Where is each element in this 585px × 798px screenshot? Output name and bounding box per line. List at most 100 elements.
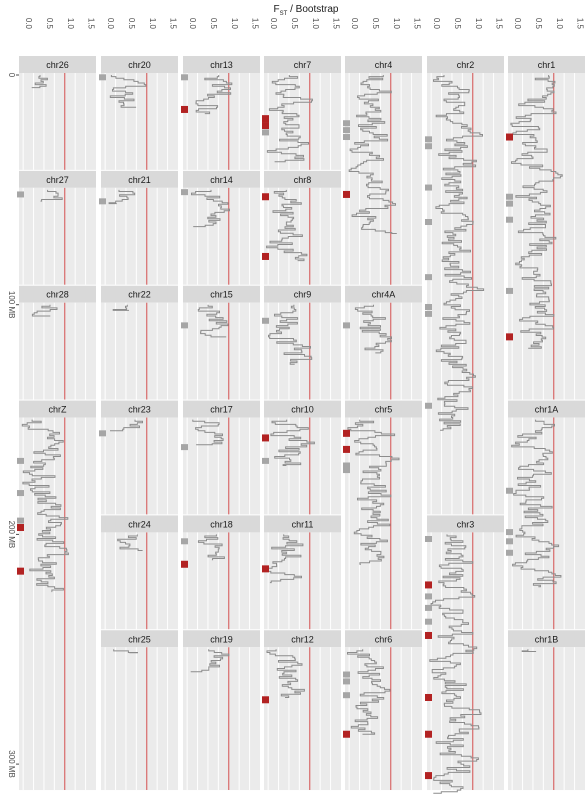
panel-strip — [101, 630, 178, 648]
panel-label: chr6 — [375, 634, 393, 644]
panel-strip — [19, 400, 96, 418]
y-tick-value: 300 — [7, 750, 16, 764]
marker-low — [425, 310, 432, 317]
panel-label: chr4 — [375, 60, 393, 70]
panel-background — [19, 417, 96, 791]
marker-low — [343, 127, 350, 134]
y-tick-value: 200 — [7, 521, 16, 535]
panel-label: chr11 — [292, 519, 314, 529]
panel-label: chr26 — [46, 60, 69, 70]
marker-high — [17, 524, 24, 532]
panel-chr4A: chr4A — [345, 285, 422, 400]
y-tick-unit: MB — [7, 536, 16, 548]
x-tick-label: 1.5 — [87, 18, 96, 30]
fst-trace — [108, 189, 136, 205]
panel-chr27: chr27 — [19, 170, 96, 285]
panel-chr26: chr26 — [19, 56, 96, 170]
fst-trace — [266, 189, 308, 262]
fst-trace — [429, 534, 482, 794]
marker-low — [99, 430, 106, 437]
panel-chr5: chr5 — [345, 400, 422, 630]
panel-strip — [264, 515, 341, 533]
marker-low — [506, 216, 513, 223]
marker-high — [343, 429, 350, 437]
panel-background — [183, 73, 260, 170]
panel-strip — [264, 285, 341, 303]
chart-title: FST / Bootstrap — [274, 4, 339, 17]
marker-low — [506, 549, 513, 556]
marker-low — [343, 322, 350, 329]
panel-chrZ: chrZ — [19, 400, 96, 791]
panel-strip — [508, 400, 585, 418]
panel-strip — [19, 170, 96, 188]
panel-chr18: chr18 — [183, 515, 260, 630]
fst-trace — [510, 75, 563, 349]
panel-chr6: chr6 — [345, 630, 422, 791]
panel-strip — [183, 285, 260, 303]
marker-high — [425, 631, 432, 639]
x-tick-label: 0.0 — [24, 18, 33, 30]
panel-label: chr15 — [210, 290, 233, 300]
panel-label: chr7 — [294, 60, 312, 70]
x-tick-label: 0.5 — [371, 18, 380, 30]
panel-background — [264, 73, 341, 170]
panel-label: chrZ — [49, 405, 68, 415]
fst-trace — [31, 304, 58, 317]
y-tick-unit: MB — [7, 306, 16, 318]
marker-low — [262, 457, 269, 464]
x-tick-label: 0.5 — [209, 18, 218, 30]
x-tick-label: 1.5 — [332, 18, 341, 30]
x-tick-label: 0.0 — [188, 18, 197, 30]
panel-label: chr1A — [535, 405, 559, 415]
panel-strip — [427, 515, 504, 533]
marker-high — [343, 445, 350, 453]
fst-trace — [197, 304, 229, 338]
panel-chr1A: chr1A — [508, 400, 585, 630]
fst-trace — [197, 534, 225, 561]
x-tick-label: 0.0 — [432, 18, 441, 30]
panel-background — [19, 73, 96, 170]
panel-chr12: chr12 — [264, 630, 341, 791]
marker-high — [262, 193, 269, 201]
marker-low — [17, 517, 24, 524]
panel-grid: chr26chr27chr28chrZchr20chr21chr22chr23c… — [7, 18, 585, 794]
x-tick-label: 1.5 — [413, 18, 422, 30]
panel-label: chr13 — [210, 60, 233, 70]
panel-background — [427, 73, 504, 515]
panel-label: chr27 — [46, 175, 69, 185]
marker-low — [425, 618, 432, 625]
panel-label: chr8 — [294, 175, 312, 185]
panel-strip — [101, 515, 178, 533]
panel-strip — [264, 630, 341, 648]
fst-trace — [347, 419, 400, 565]
panel-strip — [427, 56, 504, 73]
panel-chr1: chr1 — [508, 56, 585, 400]
panel-chr9: chr9 — [264, 285, 341, 400]
fst-trace — [110, 419, 143, 432]
marker-low — [425, 303, 432, 310]
marker-high — [262, 696, 269, 704]
fst-trace — [511, 419, 562, 588]
marker-low — [181, 538, 188, 545]
y-tick-label: 100 MB — [7, 291, 16, 319]
marker-low — [262, 317, 269, 324]
panel-strip — [183, 170, 260, 188]
marker-low — [343, 462, 350, 469]
panel-background — [508, 417, 585, 630]
panel-strip — [101, 400, 178, 418]
marker-low — [181, 322, 188, 329]
panel-strip — [345, 630, 422, 648]
panel-background — [183, 417, 260, 515]
marker-high — [506, 333, 513, 341]
y-tick-unit: MB — [7, 766, 16, 778]
fst-trace — [113, 649, 138, 654]
panel-background — [19, 302, 96, 400]
panel-chr14: chr14 — [183, 170, 260, 285]
panel-strip — [183, 56, 260, 73]
fst-trace — [354, 304, 392, 354]
panel-label: chr2 — [457, 60, 475, 70]
x-tick-label: 1.5 — [495, 18, 504, 30]
panel-strip — [264, 400, 341, 418]
panel-label: chr23 — [128, 405, 151, 415]
marker-low — [181, 189, 188, 196]
